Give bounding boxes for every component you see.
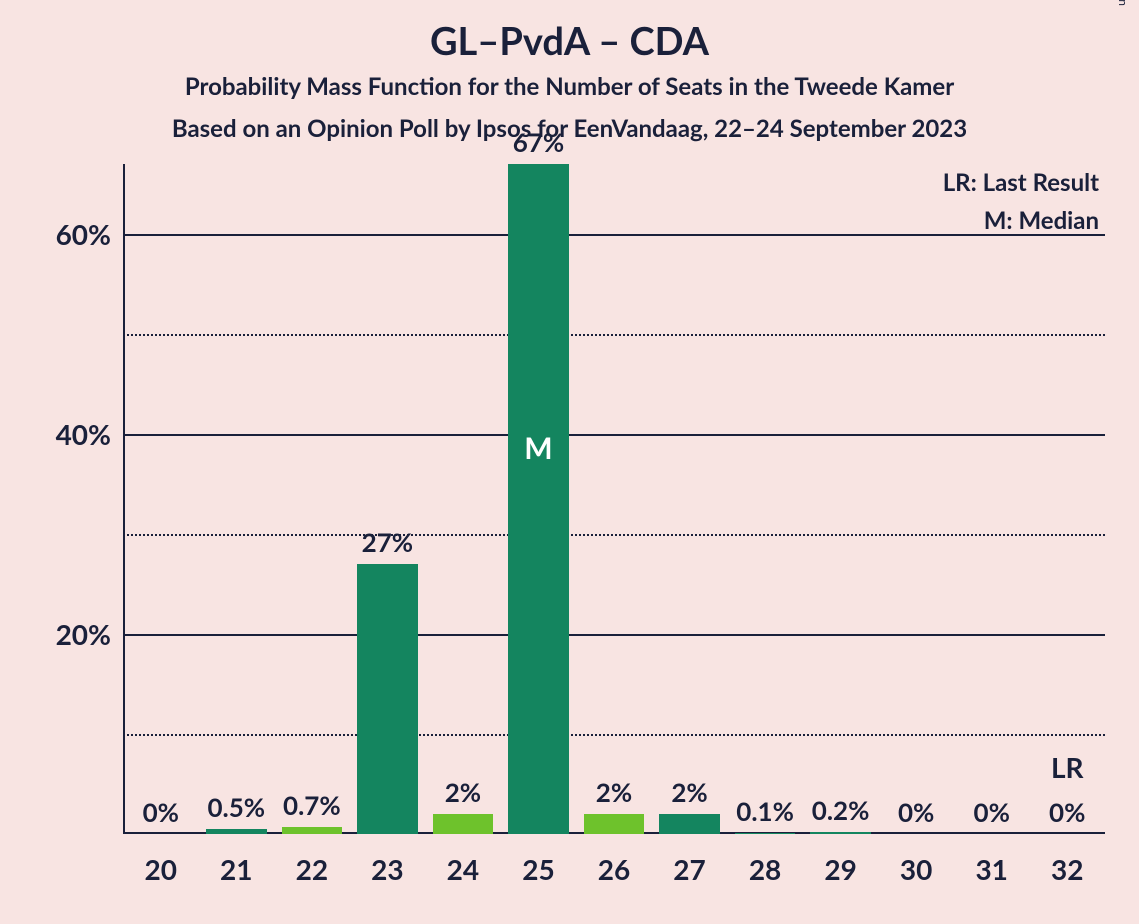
x-tick-label: 22 [274,852,350,886]
copyright-text: © 2023 Filip van Laenen [1116,0,1131,6]
y-axis-line [123,164,125,834]
bar [206,829,266,834]
x-tick-label: 27 [652,852,728,886]
bar-value-label: 0% [878,796,954,828]
bar-value-label: 2% [652,776,728,808]
chart-title: GL–PvdA – CDA [0,18,1139,64]
bar [810,832,870,834]
bar-value-label: 2% [425,776,501,808]
lr-marker: LR [1029,750,1105,784]
median-marker: M [508,430,568,466]
y-tick-label: 20% [11,617,111,651]
chart-page: GL–PvdA – CDA Probability Mass Function f… [0,0,1139,924]
bar [584,814,644,834]
y-tick-label: 40% [11,417,111,451]
x-tick-label: 20 [123,852,199,886]
bar [508,164,568,834]
plot-area: 0%0.5%0.7%27%2%67%M2%2%0.1%0.2%0%0%0%LR [123,164,1105,834]
x-tick-label: 25 [501,852,577,886]
grid-minor [123,734,1105,736]
bar-value-label: 0.1% [727,795,803,827]
chart-subtitle-1: Probability Mass Function for the Number… [0,72,1139,101]
x-tick-label: 24 [425,852,501,886]
x-tick-label: 31 [954,852,1030,886]
grid-major [123,634,1105,636]
x-tick-label: 32 [1029,852,1105,886]
bar [282,827,342,834]
bar-value-label: 2% [576,776,652,808]
x-tick-label: 21 [199,852,275,886]
bar [433,814,493,834]
grid-minor [123,334,1105,336]
x-tick-label: 23 [350,852,426,886]
bar-value-label: 0% [1029,796,1105,828]
grid-major [123,434,1105,436]
grid-major [123,234,1105,236]
grid-minor [123,534,1105,536]
x-tick-label: 30 [878,852,954,886]
bar-value-label: 0% [123,796,199,828]
legend-lr: LR: Last Result [943,168,1099,197]
bar-value-label: 0% [954,796,1030,828]
x-tick-label: 26 [576,852,652,886]
x-tick-label: 29 [803,852,879,886]
bar [735,833,795,834]
bar-value-label: 0.2% [803,794,879,826]
bar-value-label: 0.5% [199,791,275,823]
legend-m: M: Median [984,206,1099,235]
bar-value-label: 27% [350,526,426,558]
y-tick-label: 60% [11,217,111,251]
bar-value-label: 0.7% [274,789,350,821]
bar-value-label: 67% [501,126,577,158]
bar [659,814,719,834]
x-tick-label: 28 [727,852,803,886]
bar [357,564,417,834]
